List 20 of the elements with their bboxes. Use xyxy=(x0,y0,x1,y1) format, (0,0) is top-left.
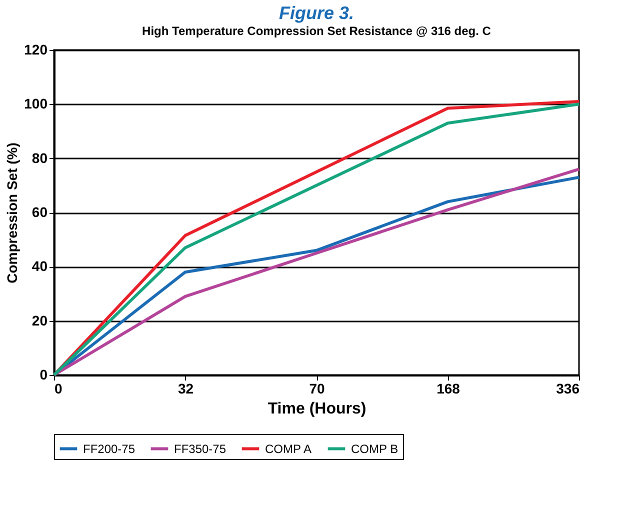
chart-subtitle: High Temperature Compression Set Resistance @ 316 deg. C xyxy=(142,24,492,38)
legend-label: FF200-75 xyxy=(83,442,136,456)
x-axis-title: Time (Hours) xyxy=(268,400,366,418)
x-tick-label: 0 xyxy=(54,380,62,396)
x-tick-label: 32 xyxy=(178,380,194,396)
y-tick-label: 80 xyxy=(32,150,48,166)
y-tick-label: 60 xyxy=(32,204,48,220)
legend-label: COMP A xyxy=(265,442,312,456)
x-tick-label: 70 xyxy=(309,380,325,396)
y-tick-label: 20 xyxy=(32,312,48,328)
y-tick-label: 0 xyxy=(40,366,48,382)
x-tick-label: 168 xyxy=(436,380,460,396)
y-tick-label: 120 xyxy=(24,42,48,58)
y-tick-label: 100 xyxy=(24,96,48,112)
x-tick-label: 336 xyxy=(556,380,580,396)
y-tick-label: 40 xyxy=(32,258,48,274)
chart-title: Figure 3. xyxy=(278,3,354,23)
legend-label: COMP B xyxy=(351,442,398,456)
y-axis-title: Compression Set (%) xyxy=(4,142,20,284)
legend-label: FF350-75 xyxy=(174,442,226,456)
